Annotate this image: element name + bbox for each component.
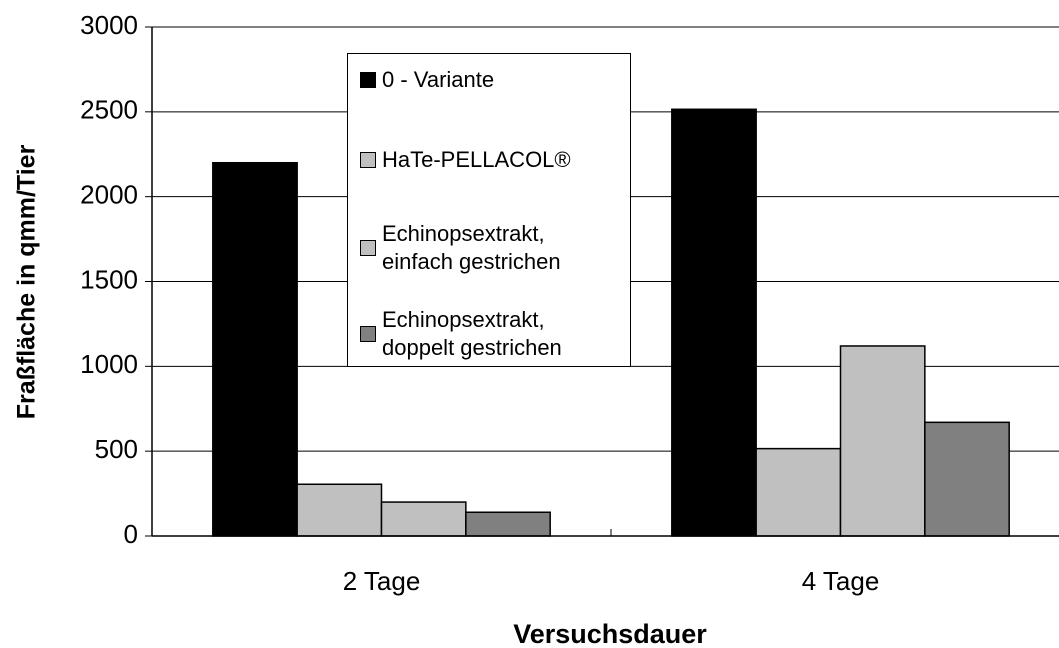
legend-entry: Echinopsextrakt, einfach gestrichen: [360, 220, 622, 276]
legend-entry: HaTe-PELLACOL®: [360, 146, 622, 174]
y-tick-label: 3000: [80, 10, 138, 40]
bar: [671, 108, 757, 537]
legend-entry: Echinopsextrakt, doppelt gestrichen: [360, 306, 622, 362]
y-tick-label: 1500: [80, 264, 138, 294]
legend-swatch: [360, 72, 376, 88]
x-tick-label: 2 Tage: [343, 566, 421, 596]
y-tick-label: 2000: [80, 180, 138, 210]
bar: [380, 501, 467, 537]
x-tick-label: 4 Tage: [802, 566, 880, 596]
legend-label: HaTe-PELLACOL®: [382, 147, 571, 172]
legend-label: Echinopsextrakt, doppelt gestrichen: [382, 307, 562, 360]
legend-swatch: [360, 240, 376, 256]
y-tick-label: 0: [124, 519, 138, 549]
y-tick-label: 1000: [80, 349, 138, 379]
legend-label: 0 - Variante: [382, 67, 495, 92]
bar: [755, 447, 842, 537]
bar: [839, 345, 926, 537]
bar: [465, 511, 551, 537]
legend-entry: 0 - Variante: [360, 66, 622, 94]
legend: 0 - Variante HaTe-PELLACOL® Echinopsextrak…: [347, 53, 631, 367]
bar: [296, 483, 383, 537]
y-axis-label: Fraßfläche in qmm/Tier: [13, 144, 41, 419]
legend-swatch: [360, 326, 376, 342]
legend-label: Echinopsextrakt, einfach gestrichen: [382, 221, 561, 274]
y-tick-label: 500: [95, 434, 138, 464]
bar: [924, 421, 1010, 537]
bar: [212, 161, 298, 537]
y-tick-label: 2500: [80, 95, 138, 125]
x-axis-label: Versuchsdauer: [513, 619, 707, 648]
legend-swatch: [360, 152, 376, 168]
